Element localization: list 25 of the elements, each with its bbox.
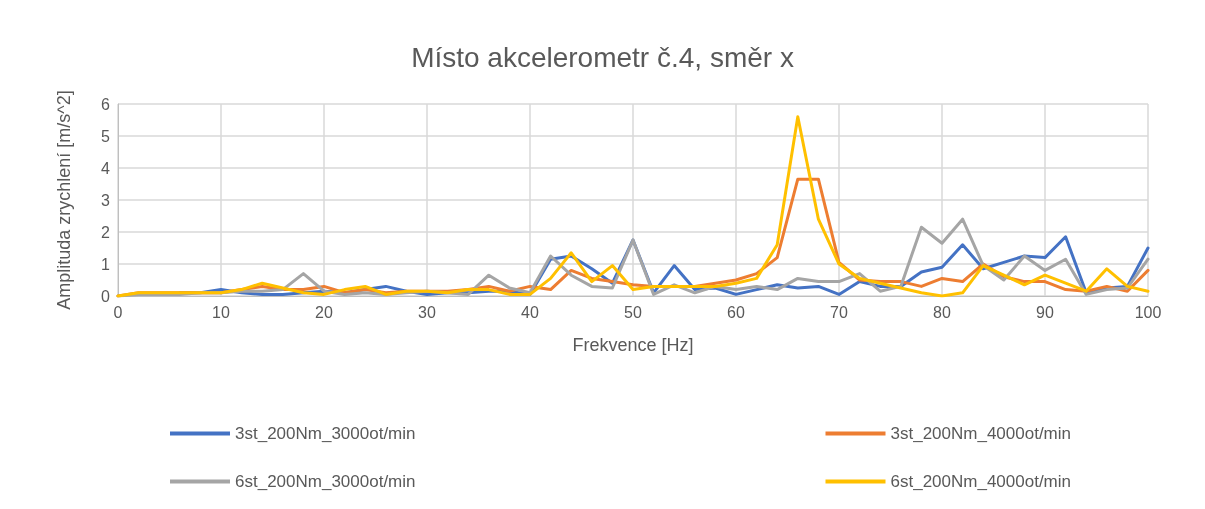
x-tick-label: 70 bbox=[830, 303, 848, 321]
x-tick-label: 10 bbox=[212, 303, 230, 321]
legend-label: 3st_200Nm_3000ot/min bbox=[235, 424, 416, 443]
y-tick-label: 4 bbox=[101, 159, 111, 177]
y-tick-label: 1 bbox=[101, 255, 111, 273]
x-tick-label: 80 bbox=[933, 303, 951, 321]
x-tick-label: 30 bbox=[418, 303, 436, 321]
legend-label: 6st_200Nm_4000ot/min bbox=[890, 472, 1072, 491]
y-tick-label: 0 bbox=[101, 287, 111, 305]
x-tick-label: 100 bbox=[1134, 303, 1162, 321]
legend-label: 6st_200Nm_3000ot/min bbox=[235, 472, 416, 491]
x-axis-title: Frekvence [Hz] bbox=[572, 335, 694, 355]
y-tick-label: 3 bbox=[101, 191, 111, 209]
x-tick-label: 60 bbox=[727, 303, 745, 321]
y-tick-label: 5 bbox=[101, 127, 111, 145]
x-tick-label: 40 bbox=[521, 303, 539, 321]
x-tick-label: 0 bbox=[113, 303, 123, 321]
x-tick-label: 90 bbox=[1036, 303, 1054, 321]
x-tick-label: 50 bbox=[624, 303, 642, 321]
x-tick-label: 20 bbox=[315, 303, 333, 321]
y-tick-label: 6 bbox=[101, 95, 111, 113]
y-axis-title: Amplituda zrychlení [m/s^2] bbox=[54, 90, 74, 310]
chart-title: Místo akcelerometr č.4, směr x bbox=[411, 41, 794, 73]
y-tick-label: 2 bbox=[101, 223, 111, 241]
legend-label: 3st_200Nm_4000ot/min bbox=[890, 424, 1072, 443]
